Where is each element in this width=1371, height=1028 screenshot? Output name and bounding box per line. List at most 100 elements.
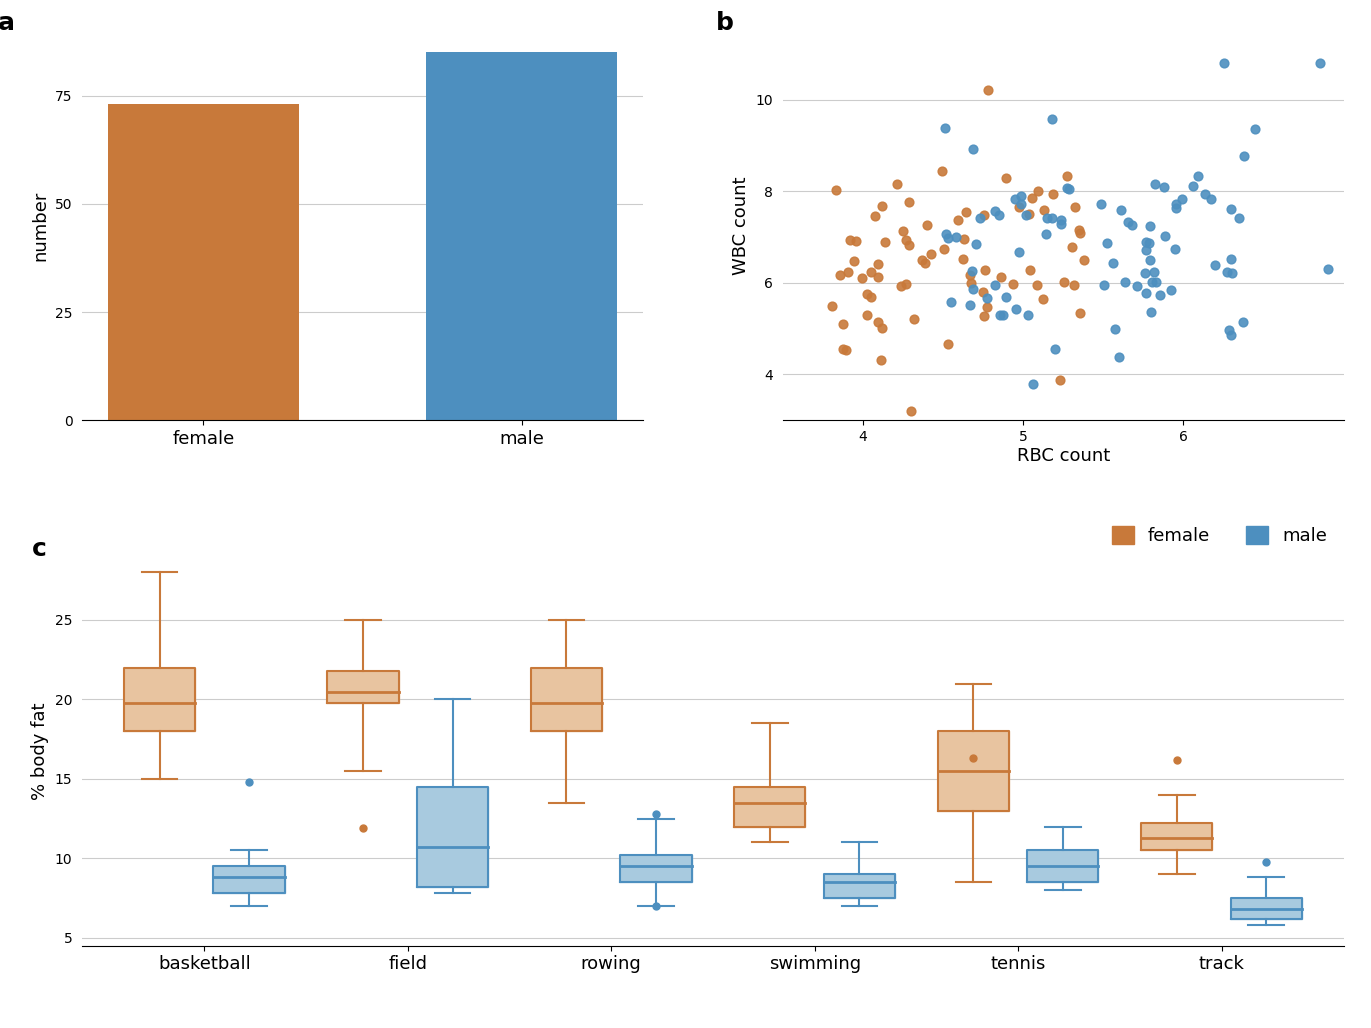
Point (1068, 305, 1090, 322)
Point (1217, 322, 1239, 338)
Point (835, 341, 857, 358)
Point (1019, 261, 1041, 278)
Point (1220, 264, 1242, 281)
Point (898, 236, 920, 253)
Point (1056, 168, 1078, 184)
Point (887, 176, 909, 192)
Point (1220, 251, 1242, 267)
Point (978, 82, 999, 99)
Point (1234, 148, 1256, 164)
Point (871, 197, 893, 214)
Point (1341, 229, 1363, 246)
Point (988, 207, 1010, 223)
Point (1141, 274, 1163, 291)
Y-axis label: WBC count: WBC count (732, 176, 750, 274)
Point (1097, 234, 1119, 251)
Point (1042, 210, 1064, 226)
Point (960, 267, 982, 284)
Point (1135, 233, 1157, 250)
Point (1019, 206, 1041, 222)
Point (960, 276, 982, 292)
X-axis label: RBC count: RBC count (1017, 447, 1111, 465)
Text: a: a (0, 11, 15, 35)
Point (821, 298, 843, 315)
Point (1194, 185, 1216, 201)
Point (975, 262, 997, 279)
Point (1017, 307, 1039, 324)
Y-axis label: % body fat: % body fat (32, 702, 49, 800)
Point (984, 278, 1006, 294)
Point (920, 246, 942, 262)
Point (1204, 256, 1226, 272)
Point (1027, 183, 1049, 199)
Point (961, 262, 983, 279)
Bar (426, 52, 617, 420)
Point (936, 336, 958, 353)
Point (984, 204, 1006, 220)
Point (871, 320, 893, 336)
Point (965, 235, 987, 252)
Point (843, 253, 865, 269)
Point (1010, 187, 1032, 204)
Point (1216, 264, 1238, 281)
Point (934, 120, 956, 137)
Point (1008, 198, 1030, 215)
Point (912, 252, 934, 268)
Point (1220, 327, 1242, 343)
Point (962, 141, 984, 157)
Point (825, 181, 847, 197)
Point (1034, 201, 1056, 218)
Point (993, 306, 1015, 323)
Point (1108, 350, 1130, 366)
Point (895, 231, 917, 248)
Point (968, 210, 990, 226)
Point (832, 316, 854, 332)
Point (1154, 227, 1176, 244)
Point (1149, 287, 1171, 303)
Point (1138, 234, 1160, 251)
Point (1139, 218, 1161, 234)
Point (1049, 372, 1071, 389)
Point (1045, 340, 1067, 357)
Point (1068, 222, 1090, 238)
Point (1220, 200, 1242, 217)
Point (1164, 242, 1186, 258)
Point (1021, 189, 1043, 206)
Point (1111, 203, 1132, 219)
Point (1004, 191, 1026, 208)
Point (1233, 314, 1254, 330)
Point (1182, 178, 1204, 194)
Text: c: c (32, 537, 47, 561)
Point (860, 264, 882, 281)
Point (1141, 304, 1163, 321)
Point (1058, 181, 1080, 197)
Point (1036, 210, 1058, 226)
Point (845, 233, 866, 250)
Bar (108, 105, 299, 420)
Point (1243, 121, 1265, 138)
Point (1213, 54, 1235, 71)
Point (899, 403, 921, 419)
Point (857, 286, 879, 302)
Point (1308, 54, 1330, 71)
Point (976, 290, 998, 306)
Point (1090, 195, 1112, 212)
Point (1160, 282, 1182, 298)
Point (1127, 278, 1149, 294)
Point (1117, 214, 1139, 230)
Point (945, 228, 967, 245)
Point (1005, 301, 1027, 318)
Point (1145, 273, 1167, 290)
Point (1032, 291, 1054, 307)
Point (1023, 375, 1045, 392)
Point (1064, 198, 1086, 215)
Point (1228, 210, 1250, 226)
Point (866, 314, 888, 330)
Point (976, 298, 998, 315)
Point (1073, 252, 1095, 268)
Point (1121, 217, 1143, 233)
Point (941, 294, 962, 310)
Point (871, 352, 893, 368)
Y-axis label: number: number (32, 190, 49, 261)
Point (1064, 278, 1086, 294)
